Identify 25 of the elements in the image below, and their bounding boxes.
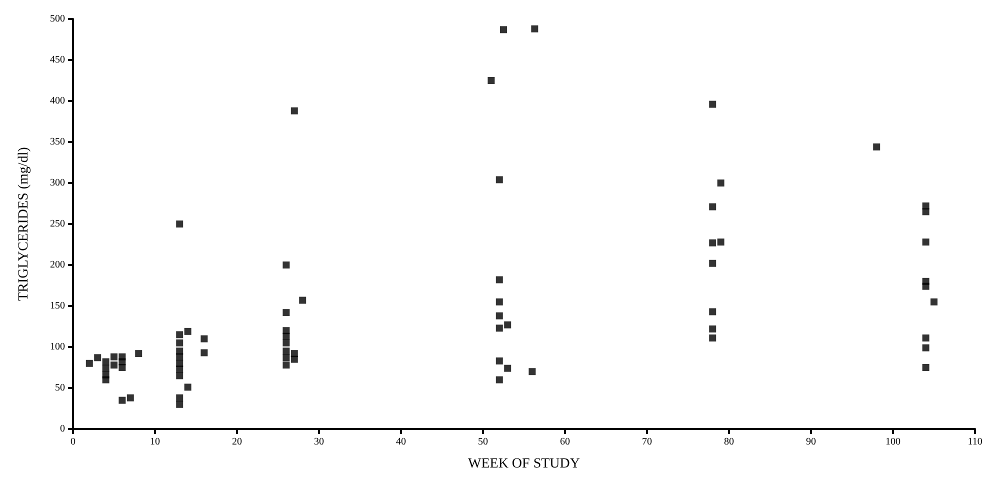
- x-tick-label: 100: [886, 436, 900, 448]
- x-tick-label: 20: [232, 436, 242, 448]
- x-axis-title: WEEK OF STUDY: [468, 456, 580, 472]
- x-tick-label: 70: [642, 436, 652, 448]
- x-tick-label: 10: [150, 436, 160, 448]
- y-tick-label: 350: [50, 136, 65, 148]
- y-tick-label: 450: [50, 54, 65, 66]
- y-tick-label: 150: [50, 300, 65, 312]
- x-tick-label: 50: [478, 436, 488, 448]
- y-tick-label: 100: [50, 342, 65, 352]
- x-tick-label: 0: [70, 436, 76, 448]
- x-tick-label: 80: [724, 436, 734, 448]
- y-tick-label: 50: [55, 382, 65, 394]
- x-tick-label: 90: [806, 436, 816, 448]
- x-tick-label: 110: [968, 436, 982, 448]
- y-tick-label: 0: [60, 424, 65, 434]
- x-tick-label: 30: [314, 436, 324, 448]
- y-tick-label: 200: [50, 260, 65, 270]
- y-axis-title: TRIGLYCERIDES (mg/dl): [16, 146, 32, 301]
- y-tick-label: 300: [50, 178, 65, 188]
- x-tick-label: 60: [560, 436, 570, 448]
- x-tick-label: 40: [396, 436, 406, 448]
- y-tick-label: 400: [50, 96, 65, 106]
- y-tick-label: 500: [50, 14, 65, 24]
- y-tick-label: 250: [50, 218, 65, 230]
